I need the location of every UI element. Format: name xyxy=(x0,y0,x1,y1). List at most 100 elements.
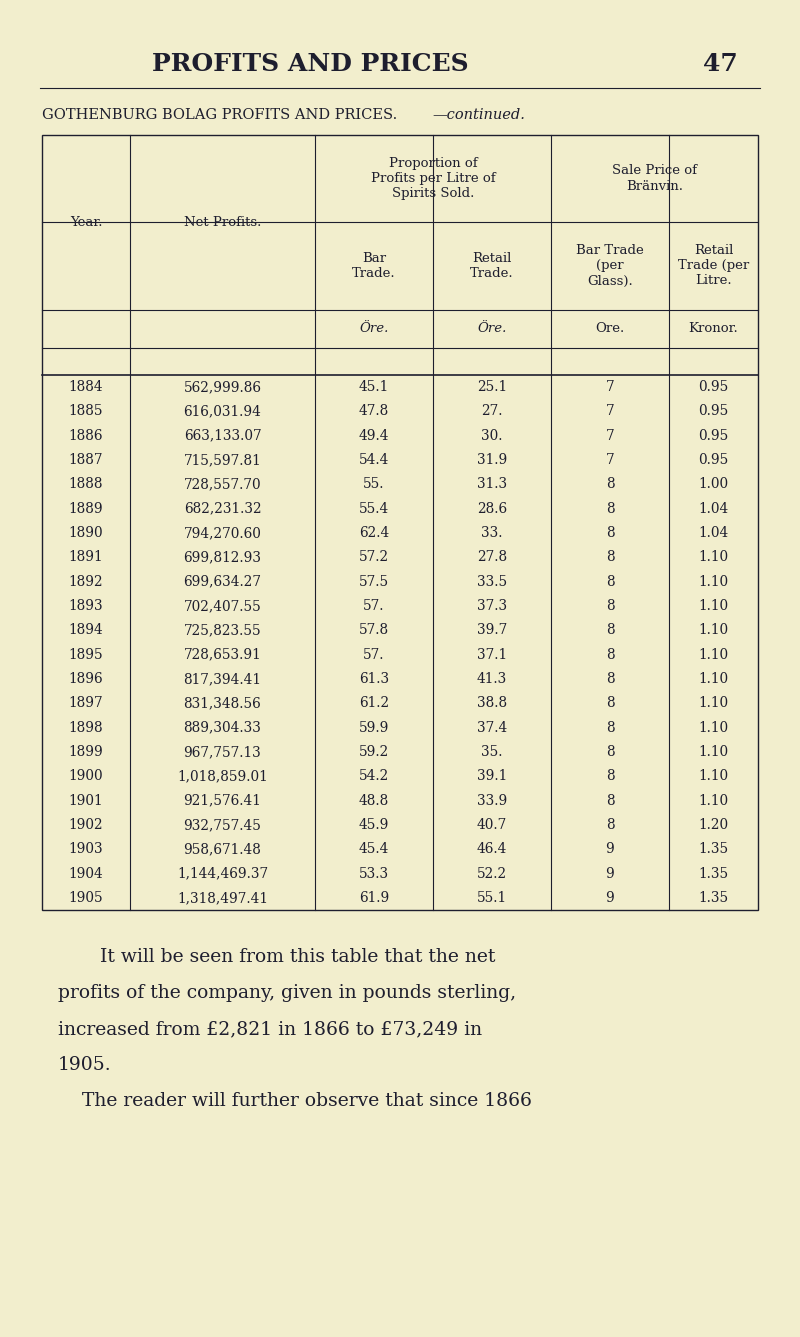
Text: 31.3: 31.3 xyxy=(477,477,507,492)
Text: 562,999.86: 562,999.86 xyxy=(183,380,262,394)
Text: 8: 8 xyxy=(606,623,614,638)
Text: 47.8: 47.8 xyxy=(359,405,389,418)
Text: 663,133.07: 663,133.07 xyxy=(184,429,262,443)
Text: Bar
Trade.: Bar Trade. xyxy=(352,251,396,279)
Text: 0.95: 0.95 xyxy=(698,380,729,394)
Text: 45.4: 45.4 xyxy=(359,842,389,856)
Text: 8: 8 xyxy=(606,551,614,564)
Text: 794,270.60: 794,270.60 xyxy=(183,525,262,540)
Text: 30.: 30. xyxy=(482,429,502,443)
Text: 1.04: 1.04 xyxy=(698,501,729,516)
Text: 59.9: 59.9 xyxy=(359,721,389,734)
Text: 8: 8 xyxy=(606,673,614,686)
Text: 1.20: 1.20 xyxy=(698,818,729,832)
Text: 932,757.45: 932,757.45 xyxy=(183,818,262,832)
Text: 7: 7 xyxy=(606,405,614,418)
Text: 1.10: 1.10 xyxy=(698,769,729,783)
Text: 967,757.13: 967,757.13 xyxy=(184,745,262,759)
Text: 1.10: 1.10 xyxy=(698,599,729,614)
Text: 40.7: 40.7 xyxy=(477,818,507,832)
Text: 8: 8 xyxy=(606,745,614,759)
Text: 49.4: 49.4 xyxy=(358,429,390,443)
Text: 37.3: 37.3 xyxy=(477,599,507,614)
Text: Ore.: Ore. xyxy=(595,322,625,336)
Text: 1896: 1896 xyxy=(69,673,103,686)
Text: 0.95: 0.95 xyxy=(698,429,729,443)
Text: 54.4: 54.4 xyxy=(359,453,389,467)
Text: 57.: 57. xyxy=(363,599,385,614)
Text: 8: 8 xyxy=(606,599,614,614)
Text: 57.: 57. xyxy=(363,647,385,662)
Text: 53.3: 53.3 xyxy=(359,866,389,881)
Text: 702,407.55: 702,407.55 xyxy=(184,599,262,614)
Text: 921,576.41: 921,576.41 xyxy=(183,794,262,808)
Text: It will be seen from this table that the net: It will be seen from this table that the… xyxy=(100,948,495,967)
Text: 62.4: 62.4 xyxy=(359,525,389,540)
Text: 9: 9 xyxy=(606,842,614,856)
Text: increased from £2,821 in 1866 to £73,249 in: increased from £2,821 in 1866 to £73,249… xyxy=(58,1020,482,1038)
Text: 728,653.91: 728,653.91 xyxy=(184,647,262,662)
Text: 47: 47 xyxy=(702,52,738,76)
Text: 0.95: 0.95 xyxy=(698,405,729,418)
Bar xyxy=(42,135,758,910)
Text: 1.10: 1.10 xyxy=(698,745,729,759)
Text: 27.8: 27.8 xyxy=(477,551,507,564)
Text: 725,823.55: 725,823.55 xyxy=(184,623,262,638)
Text: 1890: 1890 xyxy=(69,525,103,540)
Text: 55.1: 55.1 xyxy=(477,890,507,905)
Text: 41.3: 41.3 xyxy=(477,673,507,686)
Text: 8: 8 xyxy=(606,647,614,662)
Text: Kronor.: Kronor. xyxy=(689,322,738,336)
Text: 61.3: 61.3 xyxy=(359,673,389,686)
Text: 54.2: 54.2 xyxy=(359,769,389,783)
Text: 37.4: 37.4 xyxy=(477,721,507,734)
Text: 1905: 1905 xyxy=(69,890,103,905)
Text: 1.00: 1.00 xyxy=(698,477,729,492)
Text: 1897: 1897 xyxy=(69,697,103,710)
Text: 1889: 1889 xyxy=(69,501,103,516)
Text: 7: 7 xyxy=(606,380,614,394)
Text: 1895: 1895 xyxy=(69,647,103,662)
Text: 8: 8 xyxy=(606,501,614,516)
Text: 7: 7 xyxy=(606,453,614,467)
Text: 958,671.48: 958,671.48 xyxy=(183,842,262,856)
Text: The reader will further observe that since 1866: The reader will further observe that sin… xyxy=(58,1092,532,1110)
Text: 831,348.56: 831,348.56 xyxy=(184,697,262,710)
Text: Retail
Trade (per
Litre.: Retail Trade (per Litre. xyxy=(678,245,749,287)
Text: 45.9: 45.9 xyxy=(359,818,389,832)
Text: 55.: 55. xyxy=(363,477,385,492)
Text: 1885: 1885 xyxy=(69,405,103,418)
Text: 682,231.32: 682,231.32 xyxy=(184,501,262,516)
Text: Proportion of
Profits per Litre of
Spirits Sold.: Proportion of Profits per Litre of Spiri… xyxy=(370,156,495,201)
Text: 45.1: 45.1 xyxy=(359,380,389,394)
Text: 27.: 27. xyxy=(482,405,502,418)
Text: 1.35: 1.35 xyxy=(698,866,729,881)
Text: 8: 8 xyxy=(606,794,614,808)
Text: 1905.: 1905. xyxy=(58,1056,112,1074)
Text: 57.5: 57.5 xyxy=(359,575,389,588)
Text: 8: 8 xyxy=(606,769,614,783)
Text: 52.2: 52.2 xyxy=(477,866,507,881)
Text: 38.8: 38.8 xyxy=(477,697,507,710)
Text: PROFITS AND PRICES: PROFITS AND PRICES xyxy=(152,52,468,76)
Text: 1.10: 1.10 xyxy=(698,551,729,564)
Text: 1.10: 1.10 xyxy=(698,647,729,662)
Text: 1,318,497.41: 1,318,497.41 xyxy=(177,890,268,905)
Text: 1899: 1899 xyxy=(69,745,103,759)
Text: 889,304.33: 889,304.33 xyxy=(183,721,262,734)
Text: 728,557.70: 728,557.70 xyxy=(184,477,262,492)
Text: 1902: 1902 xyxy=(69,818,103,832)
Text: 33.5: 33.5 xyxy=(477,575,507,588)
Text: Retail
Trade.: Retail Trade. xyxy=(470,251,514,279)
Text: Sale Price of
Bränvin.: Sale Price of Bränvin. xyxy=(612,164,697,193)
Text: 1904: 1904 xyxy=(69,866,103,881)
Text: 1888: 1888 xyxy=(69,477,103,492)
Text: 1.10: 1.10 xyxy=(698,623,729,638)
Text: 8: 8 xyxy=(606,575,614,588)
Text: 1.10: 1.10 xyxy=(698,575,729,588)
Text: 1887: 1887 xyxy=(69,453,103,467)
Text: 33.9: 33.9 xyxy=(477,794,507,808)
Text: profits of the company, given in pounds sterling,: profits of the company, given in pounds … xyxy=(58,984,516,1001)
Text: 8: 8 xyxy=(606,721,614,734)
Text: 33.: 33. xyxy=(482,525,502,540)
